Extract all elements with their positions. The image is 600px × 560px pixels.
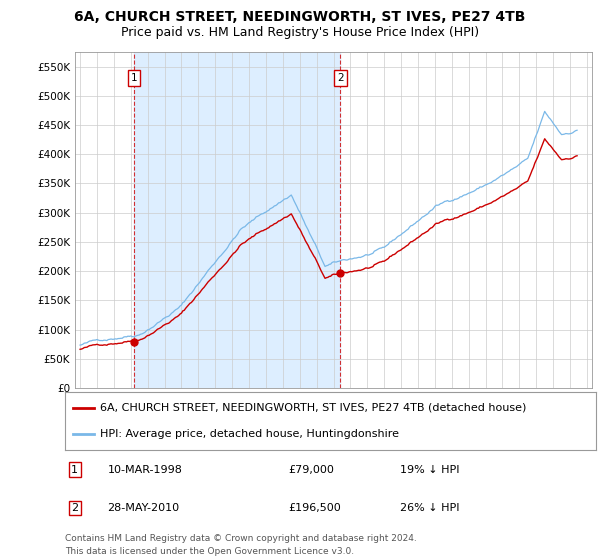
Text: 28-MAY-2010: 28-MAY-2010 [107, 503, 179, 513]
Text: Price paid vs. HM Land Registry's House Price Index (HPI): Price paid vs. HM Land Registry's House … [121, 26, 479, 39]
Text: Contains HM Land Registry data © Crown copyright and database right 2024.
This d: Contains HM Land Registry data © Crown c… [65, 534, 417, 556]
Text: 2: 2 [337, 73, 344, 83]
Text: 6A, CHURCH STREET, NEEDINGWORTH, ST IVES, PE27 4TB: 6A, CHURCH STREET, NEEDINGWORTH, ST IVES… [74, 10, 526, 24]
Text: HPI: Average price, detached house, Huntingdonshire: HPI: Average price, detached house, Hunt… [100, 430, 398, 440]
Bar [134, 52, 340, 388]
Text: 10-MAR-1998: 10-MAR-1998 [107, 465, 182, 474]
Text: 1: 1 [71, 465, 78, 474]
Text: 19% ↓ HPI: 19% ↓ HPI [400, 465, 459, 474]
Text: 6A, CHURCH STREET, NEEDINGWORTH, ST IVES, PE27 4TB (detached house): 6A, CHURCH STREET, NEEDINGWORTH, ST IVES… [100, 403, 526, 413]
Text: 26% ↓ HPI: 26% ↓ HPI [400, 503, 459, 513]
Text: 1: 1 [131, 73, 137, 83]
Text: £196,500: £196,500 [288, 503, 341, 513]
Text: £79,000: £79,000 [288, 465, 334, 474]
Text: 2: 2 [71, 503, 78, 513]
